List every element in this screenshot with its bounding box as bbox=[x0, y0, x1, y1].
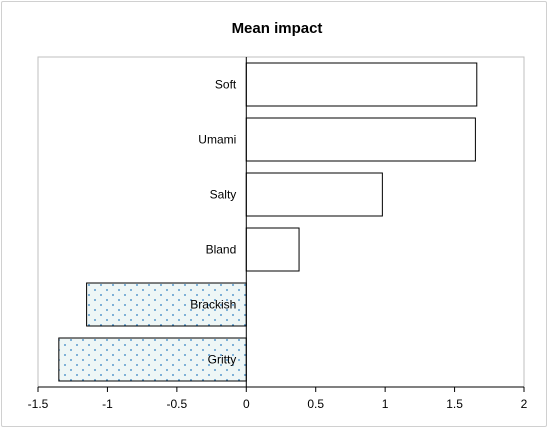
bar-brackish bbox=[86, 282, 247, 327]
x-tick-label: 2 bbox=[521, 397, 528, 411]
x-tick-label: 0.5 bbox=[307, 397, 324, 411]
category-label-salty: Salty bbox=[210, 188, 237, 202]
bar-bland bbox=[245, 227, 300, 272]
bar-gritty bbox=[58, 337, 247, 382]
x-tick-label: 0 bbox=[243, 397, 250, 411]
x-tick-label: 1 bbox=[382, 397, 389, 411]
category-label-soft: Soft bbox=[215, 78, 237, 92]
bars-group: Soft Umami Salty Bland Brackish Gritty bbox=[58, 57, 478, 387]
x-tick-label: -1.5 bbox=[28, 397, 49, 411]
x-axis: -1.5 -1 -0.5 0 0.5 1 1.5 2 bbox=[28, 386, 528, 411]
bar-soft bbox=[245, 62, 478, 107]
category-label-umami: Umami bbox=[198, 133, 236, 147]
x-tick-label: 1.5 bbox=[446, 397, 463, 411]
x-tick-label: -0.5 bbox=[167, 397, 188, 411]
chart-frame: Mean impact Soft Umami Salty Bland Brackish G… bbox=[1, 1, 547, 427]
x-tick-label: -1 bbox=[102, 397, 113, 411]
category-label-brackish: Brackish bbox=[190, 298, 236, 312]
bar-umami bbox=[245, 117, 476, 162]
chart-title: Mean impact bbox=[232, 20, 323, 37]
bar-salty bbox=[245, 172, 383, 217]
category-label-bland: Bland bbox=[206, 243, 237, 257]
category-label-gritty: Gritty bbox=[208, 353, 237, 367]
